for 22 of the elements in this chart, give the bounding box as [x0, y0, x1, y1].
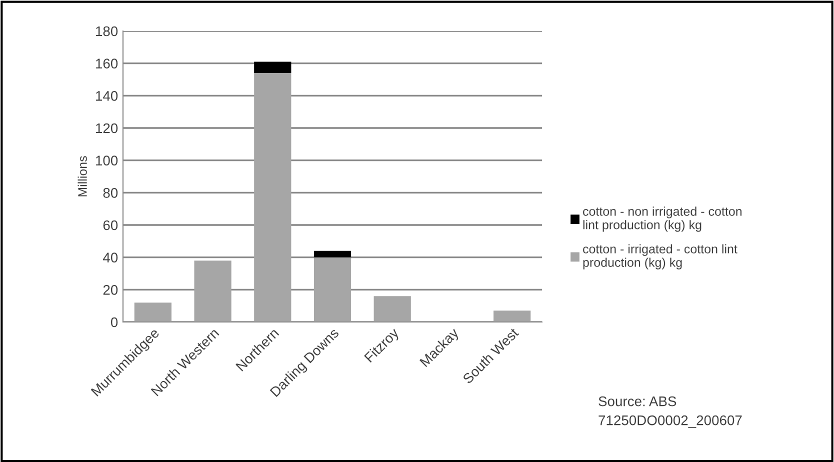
y-axis-title: Millions — [78, 156, 87, 196]
bar — [134, 302, 172, 322]
legend-label: cotton - irrigated - cotton lint production (kg) kg — [583, 244, 738, 270]
bar — [254, 73, 292, 322]
y-tick-label: 40 — [103, 252, 118, 263]
y-tick-label: 120 — [96, 123, 118, 134]
y-tick-label: 60 — [103, 220, 118, 230]
legend-label: cotton - non irrigated - cotton lint production (kg) kg — [583, 206, 742, 232]
bar — [254, 62, 292, 74]
y-tick-label: 0 — [110, 317, 118, 328]
bar — [494, 310, 531, 322]
y-tick-label: 180 — [96, 26, 118, 36]
y-tick-label: 80 — [103, 188, 118, 198]
y-tick-label: 140 — [96, 91, 118, 101]
bar — [194, 260, 232, 322]
bar — [314, 250, 352, 258]
bar — [314, 257, 352, 322]
source-note: Source: ABS 71250DO0002_200607 — [598, 396, 742, 428]
bar — [374, 296, 411, 322]
y-tick-label: 100 — [96, 156, 118, 166]
y-tick-label: 160 — [96, 58, 118, 69]
y-tick-label: 20 — [103, 285, 118, 295]
